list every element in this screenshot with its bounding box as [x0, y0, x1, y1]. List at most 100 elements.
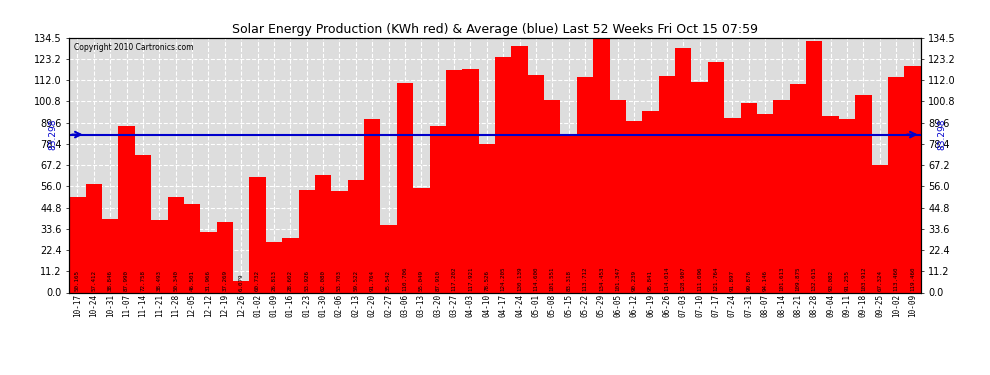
Bar	[69, 197, 86, 292]
Text: 57.412: 57.412	[91, 270, 96, 291]
Bar	[167, 197, 184, 292]
Bar	[675, 48, 691, 292]
Text: 31.966: 31.966	[206, 270, 211, 291]
Text: 117.202: 117.202	[451, 266, 456, 291]
Bar	[643, 111, 658, 292]
Text: 28.602: 28.602	[288, 270, 293, 291]
Text: 95.841: 95.841	[648, 270, 653, 291]
Text: 94.146: 94.146	[762, 270, 767, 291]
Bar	[151, 219, 167, 292]
Text: 91.764: 91.764	[369, 270, 374, 291]
Text: 119.460: 119.460	[910, 266, 915, 291]
Bar	[904, 66, 921, 292]
Text: 91.897: 91.897	[730, 270, 735, 291]
Text: 83.298: 83.298	[938, 119, 946, 150]
Bar	[839, 120, 855, 292]
Bar	[658, 76, 675, 292]
Bar	[593, 38, 610, 292]
Bar	[233, 281, 249, 292]
Text: 121.764: 121.764	[714, 266, 719, 291]
Bar	[855, 96, 871, 292]
Bar	[315, 175, 332, 292]
Bar	[512, 46, 528, 292]
Bar	[888, 77, 904, 292]
Bar	[86, 184, 102, 292]
Bar	[577, 77, 593, 292]
Bar	[871, 165, 888, 292]
Bar	[184, 204, 200, 292]
Bar	[757, 114, 773, 292]
Bar	[528, 75, 545, 292]
Text: 90.239: 90.239	[632, 270, 637, 291]
Bar	[102, 219, 119, 292]
Text: 72.758: 72.758	[141, 270, 146, 291]
Text: 46.501: 46.501	[190, 270, 195, 291]
Text: 87.910: 87.910	[436, 270, 441, 291]
Bar	[691, 82, 708, 292]
Bar	[610, 100, 626, 292]
Bar	[790, 84, 806, 292]
Text: 111.096: 111.096	[697, 266, 702, 291]
Text: 78.526: 78.526	[484, 270, 489, 291]
Text: 6.079: 6.079	[239, 273, 244, 291]
Text: 128.907: 128.907	[681, 266, 686, 291]
Text: 60.732: 60.732	[255, 270, 260, 291]
Text: 55.049: 55.049	[419, 270, 424, 291]
Text: 114.600: 114.600	[534, 266, 539, 291]
Bar	[446, 70, 462, 292]
Text: 101.551: 101.551	[549, 266, 554, 291]
Text: 99.876: 99.876	[746, 270, 751, 291]
Text: 113.460: 113.460	[894, 266, 899, 291]
Text: 67.324: 67.324	[877, 270, 882, 291]
Text: 59.522: 59.522	[353, 270, 358, 291]
Text: 26.813: 26.813	[271, 270, 276, 291]
Text: 114.014: 114.014	[664, 266, 669, 291]
Text: 110.706: 110.706	[403, 266, 408, 291]
Bar	[823, 116, 839, 292]
Text: 130.139: 130.139	[517, 266, 522, 291]
Text: 124.205: 124.205	[501, 266, 506, 291]
Text: Copyright 2010 Cartronics.com: Copyright 2010 Cartronics.com	[73, 43, 193, 52]
Bar	[708, 62, 725, 292]
Bar	[119, 126, 135, 292]
Text: 53.703: 53.703	[337, 270, 342, 291]
Text: 50.165: 50.165	[75, 270, 80, 291]
Text: 113.712: 113.712	[582, 266, 587, 291]
Text: 132.615: 132.615	[812, 266, 817, 291]
Text: 83.318: 83.318	[566, 270, 571, 291]
Bar	[544, 100, 560, 292]
Text: 109.875: 109.875	[795, 266, 800, 291]
Bar	[299, 190, 315, 292]
Bar	[430, 126, 446, 292]
Bar	[347, 180, 364, 292]
Text: 50.340: 50.340	[173, 270, 178, 291]
Text: 53.926: 53.926	[304, 270, 309, 291]
Bar	[249, 177, 265, 292]
Bar	[560, 135, 577, 292]
Text: 93.082: 93.082	[829, 270, 834, 291]
Text: 62.080: 62.080	[321, 270, 326, 291]
Bar	[806, 41, 823, 292]
Text: 83.298: 83.298	[49, 119, 57, 150]
Bar	[462, 69, 478, 292]
Bar	[332, 190, 347, 292]
Bar	[626, 122, 643, 292]
Text: 134.453: 134.453	[599, 266, 604, 291]
Text: 37.269: 37.269	[223, 270, 228, 291]
Bar	[135, 154, 151, 292]
Text: 103.912: 103.912	[861, 266, 866, 291]
Bar	[413, 188, 430, 292]
Bar	[282, 238, 299, 292]
Bar	[478, 144, 495, 292]
Bar	[725, 118, 741, 292]
Bar	[217, 222, 233, 292]
Bar	[397, 82, 413, 292]
Text: 91.255: 91.255	[844, 270, 849, 291]
Text: 101.613: 101.613	[779, 266, 784, 291]
Text: 101.347: 101.347	[616, 266, 621, 291]
Text: 87.990: 87.990	[124, 270, 129, 291]
Bar	[380, 225, 397, 292]
Bar	[265, 242, 282, 292]
Bar	[200, 232, 217, 292]
Text: 38.846: 38.846	[108, 270, 113, 291]
